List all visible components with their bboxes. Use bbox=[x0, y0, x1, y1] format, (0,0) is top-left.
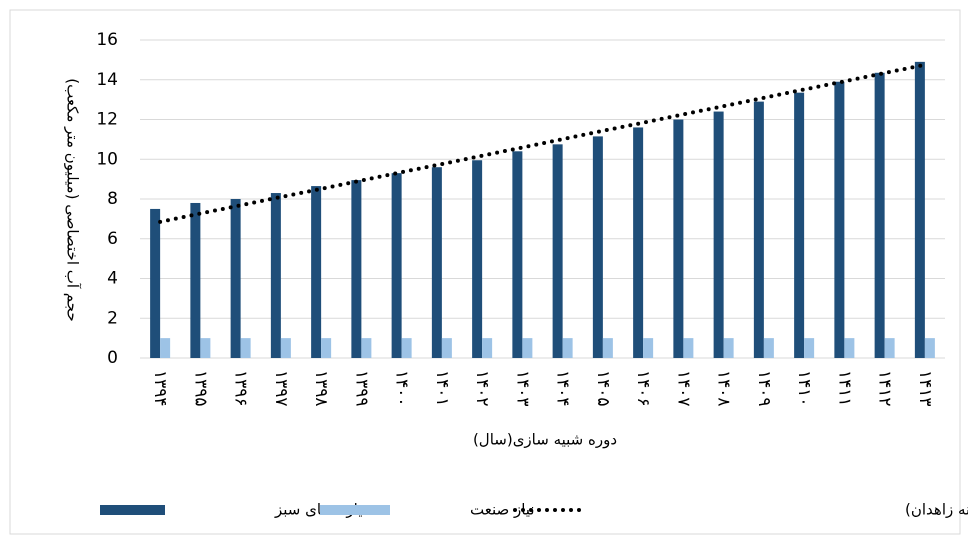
x-tick-label: ۱۳۹۹ bbox=[351, 370, 371, 407]
legend-label: قابل تزریق به آبخوان (تصفیه خانه زاهدان) bbox=[905, 501, 968, 519]
y-tick-label: 6 bbox=[107, 229, 118, 249]
legend-swatch bbox=[320, 505, 390, 515]
bar bbox=[391, 173, 402, 358]
bar bbox=[240, 338, 251, 358]
x-tick-label: ۱۳۹۸ bbox=[311, 370, 331, 407]
y-tick-label: 8 bbox=[107, 189, 118, 209]
x-tick-label: ۱۴۰۳ bbox=[512, 370, 532, 407]
bar bbox=[834, 81, 845, 359]
y-tick-label: 0 bbox=[107, 348, 118, 368]
bar bbox=[431, 167, 442, 358]
bar bbox=[401, 338, 412, 358]
x-tick-label: ۱۳۹۷ bbox=[271, 370, 291, 407]
x-tick-label: ۱۴۰۹ bbox=[754, 370, 774, 407]
bar bbox=[522, 338, 533, 358]
bar bbox=[874, 72, 885, 358]
bar bbox=[794, 92, 805, 358]
bar bbox=[884, 338, 895, 358]
bar bbox=[190, 202, 201, 358]
x-tick-label: ۱۴۰۲ bbox=[472, 370, 492, 407]
bar bbox=[230, 199, 241, 358]
bar bbox=[673, 119, 684, 358]
bar bbox=[270, 193, 281, 358]
y-tick-label: 4 bbox=[107, 269, 118, 289]
trend-line bbox=[158, 62, 927, 224]
bar bbox=[633, 127, 644, 358]
x-tick-label: ۱۴۰۶ bbox=[633, 370, 653, 407]
x-tick-label: ۱۴۱۲ bbox=[875, 370, 895, 407]
bar bbox=[592, 136, 603, 358]
y-axis-label: حجم آب اختصاصی (میلیون متر مکعب) bbox=[64, 78, 82, 322]
y-tick-label: 2 bbox=[107, 308, 118, 328]
bar bbox=[441, 338, 452, 358]
bar bbox=[160, 338, 171, 358]
x-tick-label: ۱۴۱۰ bbox=[794, 370, 814, 407]
bar bbox=[472, 160, 483, 358]
x-tick-label: ۱۴۰۸ bbox=[714, 370, 734, 407]
y-tick-label: 14 bbox=[96, 70, 118, 90]
bar bbox=[311, 186, 322, 358]
bar bbox=[683, 338, 694, 358]
x-tick-label: ۱۴۱۳ bbox=[915, 370, 935, 407]
bar bbox=[643, 338, 654, 358]
x-tick-label: ۱۴۰۴ bbox=[553, 370, 573, 407]
bar bbox=[713, 111, 724, 358]
x-tick-label: ۱۴۰۷ bbox=[673, 370, 693, 407]
bar bbox=[150, 208, 161, 358]
bar bbox=[512, 151, 523, 358]
bar bbox=[753, 101, 764, 359]
bar bbox=[924, 338, 935, 358]
x-tick-label: ۱۳۹۵ bbox=[190, 370, 210, 407]
legend-swatch bbox=[100, 505, 165, 515]
bar bbox=[602, 338, 613, 358]
x-tick-label: ۱۴۰۱ bbox=[432, 370, 452, 407]
bar bbox=[552, 144, 563, 358]
bar bbox=[804, 338, 815, 358]
bar bbox=[361, 338, 372, 358]
bar bbox=[482, 338, 493, 358]
x-tick-label: ۱۳۹۶ bbox=[231, 370, 251, 407]
bar bbox=[280, 338, 291, 358]
x-tick-label: ۱۳۹۴ bbox=[150, 370, 170, 407]
y-tick-label: 16 bbox=[96, 30, 118, 50]
legend-label: نیاز صنعت bbox=[470, 501, 535, 519]
bar bbox=[200, 338, 211, 358]
x-tick-label: ۱۴۰۰ bbox=[392, 370, 412, 407]
x-tick-label: ۱۴۰۵ bbox=[593, 370, 613, 407]
bar bbox=[351, 180, 362, 358]
y-tick-label: 10 bbox=[96, 149, 118, 169]
bar bbox=[321, 338, 332, 358]
x-tick-label: ۱۴۱۱ bbox=[834, 370, 854, 407]
bar bbox=[562, 338, 573, 358]
bar bbox=[844, 338, 855, 358]
bar bbox=[914, 61, 925, 359]
x-axis-label: دوره شبیه سازی(سال) bbox=[473, 431, 617, 449]
bar bbox=[723, 338, 734, 358]
bar bbox=[763, 338, 774, 358]
y-tick-label: 12 bbox=[96, 110, 118, 130]
